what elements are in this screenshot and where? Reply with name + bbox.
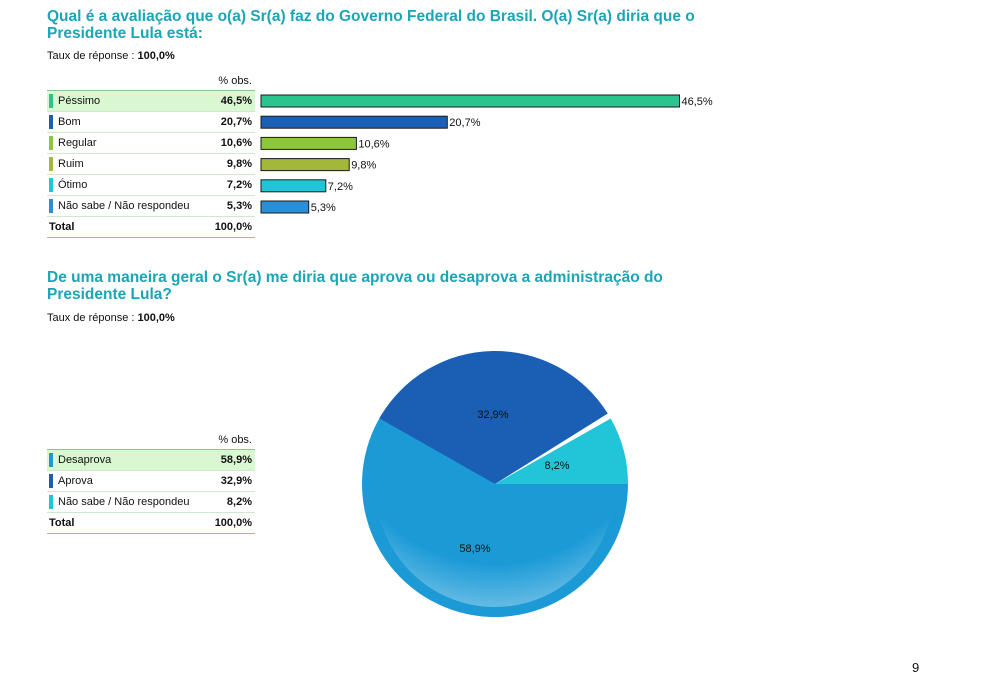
pie-value-label: 32,9% bbox=[477, 409, 508, 421]
table-row: Regular 10,6% bbox=[47, 132, 255, 154]
bar-chart: 46,5% 20,7% 10,6% 9,8% 7,2% 5,3% bbox=[260, 94, 713, 214]
color-swatch bbox=[49, 94, 53, 108]
question-2-title-line2: Presidente Lula? bbox=[47, 286, 172, 303]
row-value: 8,2% bbox=[199, 491, 255, 513]
question-2-title: De uma maneira geral o Sr(a) me diria qu… bbox=[47, 269, 663, 303]
row-value: 46,5% bbox=[199, 90, 255, 112]
column-header-obs: % obs. bbox=[199, 72, 255, 91]
table-header-row: % obs. bbox=[47, 72, 255, 91]
row-value: 5,3% bbox=[199, 195, 255, 217]
total-label: Total bbox=[47, 216, 199, 238]
row-label: Ruim bbox=[58, 157, 84, 170]
table-total-row: Total 100,0% bbox=[47, 216, 255, 238]
row-label: Bom bbox=[58, 115, 81, 128]
row-label: Não sabe / Não respondeu bbox=[58, 199, 190, 212]
row-value: 7,2% bbox=[199, 174, 255, 196]
row-label: Regular bbox=[58, 136, 97, 149]
bar bbox=[260, 115, 448, 129]
response-rate-value: 100,0% bbox=[137, 312, 175, 324]
response-rate-label: Taux de réponse : bbox=[47, 312, 138, 324]
row-label: Ótimo bbox=[58, 178, 88, 191]
question-2-title-line1: De uma maneira geral o Sr(a) me diria qu… bbox=[47, 269, 663, 286]
table-row: Ótimo 7,2% bbox=[47, 174, 255, 196]
color-swatch bbox=[49, 495, 53, 509]
total-value: 100,0% bbox=[199, 512, 255, 534]
total-value: 100,0% bbox=[199, 216, 255, 238]
table-row: Não sabe / Não respondeu 8,2% bbox=[47, 491, 255, 513]
pie-value-label: 8,2% bbox=[544, 460, 569, 472]
bar bbox=[260, 179, 327, 193]
row-value: 32,9% bbox=[199, 470, 255, 492]
row-value: 10,6% bbox=[199, 132, 255, 154]
bar-value-label: 7,2% bbox=[328, 181, 353, 193]
pie-value-label: 58,9% bbox=[459, 543, 490, 555]
question-1-title-line1: Qual é a avaliação que o(a) Sr(a) faz do… bbox=[47, 8, 695, 25]
table-row: Não sabe / Não respondeu 5,3% bbox=[47, 195, 255, 217]
response-rate-1: Taux de réponse : 100,0% bbox=[47, 50, 175, 62]
table-row: Aprova 32,9% bbox=[47, 470, 255, 492]
bar bbox=[260, 200, 310, 214]
bar-value-label: 9,8% bbox=[351, 160, 376, 172]
row-value: 9,8% bbox=[199, 153, 255, 175]
row-label: Aprova bbox=[58, 474, 93, 487]
table-row: Bom 20,7% bbox=[47, 111, 255, 133]
response-rate-2: Taux de réponse : 100,0% bbox=[47, 312, 175, 324]
color-swatch bbox=[49, 474, 53, 488]
table-row: Desaprova 58,9% bbox=[47, 449, 255, 471]
color-swatch bbox=[49, 136, 53, 150]
question-1-title-line2: Presidente Lula está: bbox=[47, 25, 203, 42]
bar bbox=[260, 136, 357, 150]
bar-value-label: 46,5% bbox=[682, 96, 713, 108]
bar-value-label: 10,6% bbox=[358, 138, 389, 150]
color-swatch bbox=[49, 115, 53, 129]
table-row: Ruim 9,8% bbox=[47, 153, 255, 175]
total-label: Total bbox=[47, 512, 199, 534]
response-rate-value: 100,0% bbox=[137, 50, 175, 62]
frequency-table-1: % obs. Péssimo 46,5% Bom 20,7% Regular 10,6% R… bbox=[47, 72, 255, 238]
question-1-title: Qual é a avaliação que o(a) Sr(a) faz do… bbox=[47, 8, 695, 42]
response-rate-label: Taux de réponse : bbox=[47, 50, 138, 62]
table-total-row: Total 100,0% bbox=[47, 512, 255, 534]
bar bbox=[260, 94, 680, 108]
pie-chart: 58,9% 32,9% 8,2% bbox=[362, 350, 628, 617]
column-header-obs: % obs. bbox=[199, 431, 255, 450]
table-header-row: % obs. bbox=[47, 431, 255, 450]
color-swatch bbox=[49, 178, 53, 192]
color-swatch bbox=[49, 199, 53, 213]
table-row: Péssimo 46,5% bbox=[47, 90, 255, 112]
row-label: Péssimo bbox=[58, 94, 101, 107]
color-swatch bbox=[49, 453, 53, 467]
bar bbox=[260, 158, 350, 172]
color-swatch bbox=[49, 157, 53, 171]
pie-highlight bbox=[376, 369, 614, 607]
bar-value-label: 5,3% bbox=[311, 202, 336, 214]
page-number: 9 bbox=[912, 660, 920, 675]
row-value: 20,7% bbox=[199, 111, 255, 133]
row-value: 58,9% bbox=[199, 449, 255, 471]
row-label: Desaprova bbox=[58, 453, 112, 466]
frequency-table-2: % obs. Desaprova 58,9% Aprova 32,9% Não sabe… bbox=[47, 431, 255, 534]
row-label: Não sabe / Não respondeu bbox=[58, 495, 190, 508]
bar-value-label: 20,7% bbox=[449, 117, 480, 129]
